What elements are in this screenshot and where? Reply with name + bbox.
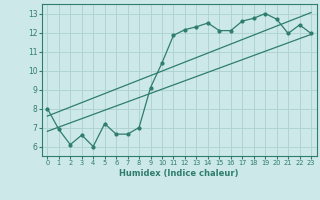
- X-axis label: Humidex (Indice chaleur): Humidex (Indice chaleur): [119, 169, 239, 178]
